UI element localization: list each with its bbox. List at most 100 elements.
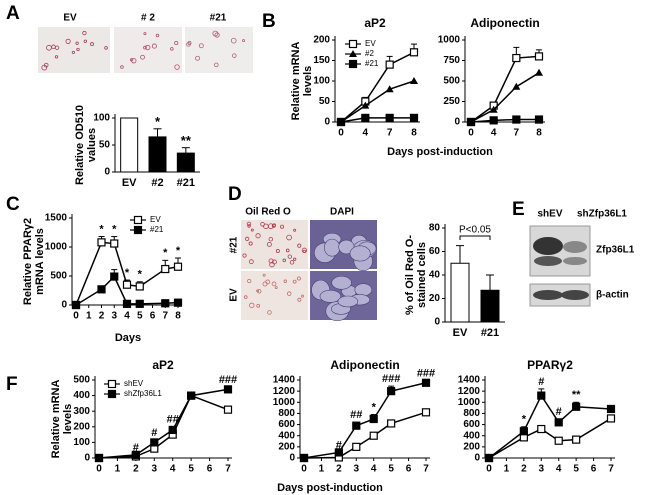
y-tick-label: 0 <box>289 453 295 464</box>
cell <box>90 42 94 46</box>
y-tick-label: 200 <box>278 441 295 452</box>
cell <box>83 39 87 43</box>
x-tick-label: 0 <box>468 128 474 139</box>
cell <box>280 224 285 229</box>
annotation: # <box>151 427 157 439</box>
cell <box>271 223 276 228</box>
annotation: P<0.05 <box>459 225 491 236</box>
marker <box>299 453 309 463</box>
y-tick-label: 80 <box>429 223 441 234</box>
cell <box>131 57 137 64</box>
bracket <box>459 235 491 240</box>
legend-marker <box>107 379 117 389</box>
x-tick-label: 1 <box>115 464 121 475</box>
marker <box>554 436 563 445</box>
lane-label: shEV <box>537 209 562 220</box>
x-tick-label: EV <box>122 177 137 189</box>
cell <box>104 46 108 50</box>
cell <box>155 33 160 38</box>
y-tick-label: 1000 <box>438 35 461 46</box>
marker <box>385 60 394 69</box>
series-line <box>303 411 427 459</box>
cell <box>195 55 201 61</box>
x-tick-label: 7 <box>387 128 393 139</box>
cell <box>260 221 265 227</box>
y-axis-label: % of Oil Red O- <box>404 235 416 315</box>
x-axis-label: Days post-induction <box>277 482 383 494</box>
y-tick-label: 0 <box>434 317 440 328</box>
x-tick-label: 3 <box>354 464 360 475</box>
marker <box>97 238 106 247</box>
marker <box>537 424 546 434</box>
y-tick-label: 500 <box>443 76 460 87</box>
cell <box>268 258 274 264</box>
y-tick-label: 1000 <box>45 242 68 253</box>
cell <box>75 41 79 45</box>
bar <box>120 117 139 173</box>
band <box>563 257 587 265</box>
marker <box>606 404 616 414</box>
marker <box>168 425 177 435</box>
series-line <box>470 118 539 123</box>
x-tick-label: 5 <box>388 464 394 475</box>
cell <box>287 291 292 296</box>
bar <box>480 289 500 323</box>
y-tick-label: 0 <box>324 117 330 128</box>
marker <box>97 285 106 294</box>
cell <box>297 243 302 248</box>
legend-label: shEV <box>124 379 144 388</box>
marker <box>572 435 581 444</box>
marker <box>336 117 346 127</box>
legend-marker <box>348 59 358 69</box>
cell <box>143 45 147 50</box>
cell <box>286 234 292 241</box>
image-label: # 2 <box>141 13 155 24</box>
x-tick-label: 6 <box>406 464 412 475</box>
legend-label: shZfp36L1 <box>124 389 162 398</box>
marker <box>466 117 476 127</box>
marker <box>110 239 119 248</box>
x-tick-label: 2 <box>99 311 105 322</box>
marker <box>409 48 419 57</box>
x-tick-label: 0 <box>338 128 344 139</box>
cell <box>250 228 254 232</box>
marker <box>409 113 419 123</box>
x-tick-label: 7 <box>514 128 520 139</box>
cell <box>282 258 287 263</box>
cell <box>151 43 157 49</box>
chart-title: aP2 <box>152 358 174 372</box>
band <box>563 241 587 253</box>
image-label: EV <box>229 288 240 302</box>
legend-marker <box>107 389 117 399</box>
legend-label: #21 <box>365 59 379 68</box>
x-axis-label: Days <box>115 332 141 344</box>
cell <box>301 294 304 298</box>
y-tick-label: 200 <box>313 35 330 46</box>
marker <box>489 116 498 125</box>
annotation: ** <box>572 389 581 401</box>
cell <box>145 44 151 51</box>
annotation: # <box>133 442 139 454</box>
x-tick-label: 7 <box>608 464 614 475</box>
cell <box>337 295 359 308</box>
legend-label: EV <box>150 215 161 224</box>
y-tick-label: 400 <box>463 430 480 441</box>
marker <box>535 68 543 76</box>
y-tick-label: 750 <box>443 55 460 66</box>
y-tick-label: 50 <box>99 140 111 151</box>
marker <box>223 385 233 394</box>
y-tick-label: 200 <box>463 441 480 452</box>
cell <box>214 32 220 38</box>
marker <box>122 280 132 289</box>
x-tick-label: 4 <box>371 464 377 475</box>
marker <box>94 453 104 463</box>
marker <box>110 272 119 281</box>
marker <box>484 453 494 463</box>
legend-marker <box>349 50 357 57</box>
cell <box>287 254 292 259</box>
cell <box>324 238 341 257</box>
y-tick-label: 0 <box>454 117 460 128</box>
series-line <box>488 394 612 459</box>
series-line <box>470 72 540 123</box>
